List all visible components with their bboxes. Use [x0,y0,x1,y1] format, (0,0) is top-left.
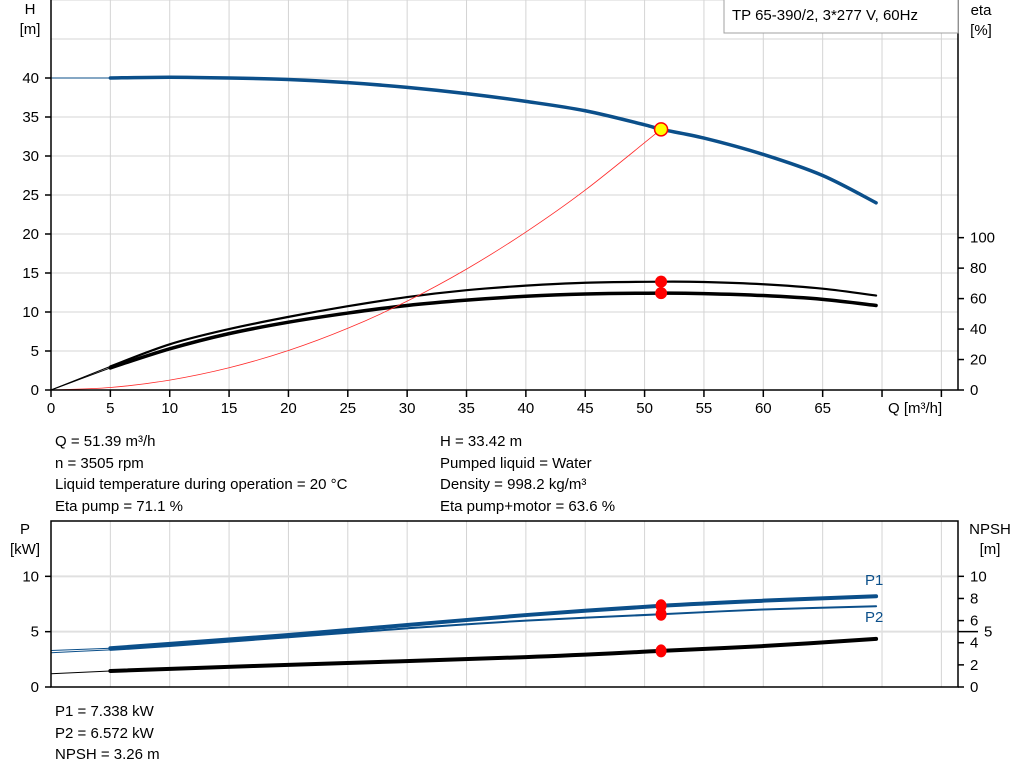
bottom-grid [50,521,958,687]
y2-tick-label-npsh: 2 [970,657,978,674]
npsh-extension [50,670,111,675]
eta-pump-marker [655,275,668,288]
npsh-curve [108,636,879,673]
info-speed: n = 3505 rpm [55,455,144,472]
x-tick-label: 45 [577,400,594,417]
y-tick-label: 0 [31,382,39,399]
x-tick-label: 65 [814,400,831,417]
info-p1: P1 = 7.338 kW [55,703,155,720]
x-tick-label: 55 [696,400,713,417]
info-liquid-temp: Liquid temperature during operation = 20… [55,476,348,493]
x-tick-label: 25 [339,400,356,417]
p1-extension [50,647,111,651]
y2-tick-label: 100 [970,230,995,247]
info-eta-pump-motor: Eta pump+motor = 63.6 % [440,498,615,515]
series-label-p1: P1 [865,572,883,589]
y-axis-unit-h: [m] [20,21,41,38]
x-tick-label: 5 [106,400,114,417]
x-tick-label: 15 [221,400,238,417]
p2-extension [50,649,111,654]
y-tick-label-p: 0 [31,679,39,696]
y2-axis-unit-eta: [%] [970,22,992,39]
y2-tick-label: 60 [970,291,987,308]
y2-tick-label: 40 [970,321,987,338]
info-h: H = 33.42 m [440,433,522,450]
y2-tick-label: 80 [970,260,987,277]
p2-marker [655,607,667,621]
y-tick-label: 20 [22,226,39,243]
y2-tick-label: 0 [970,382,978,399]
axes: 0 5 10 15 20 25 30 35 40 45 50 55 60 6505101520253035… [22,0,995,696]
y-axis-label-h: H [25,1,36,18]
info-density: Density = 998.2 kg/m³ [440,476,586,493]
head-curve [108,75,878,205]
y2-axis-unit-npsh: [m] [980,541,1001,558]
x-tick-label: 50 [636,400,653,417]
y2-tick-label-npsh: 8 [970,590,978,607]
duty-point-marker [653,122,669,137]
x-tick-label: 20 [280,400,297,417]
series-label-p2: P2 [865,609,883,626]
x-axis-label: Q [m³/h] [888,400,942,417]
y2-tick-label-npsh: 0 [970,679,978,696]
x-tick-label: 60 [755,400,772,417]
x-tick-label: 10 [161,400,178,417]
info-npsh: NPSH = 3.26 m [55,746,160,763]
chart-title: TP 65-390/2, 3*277 V, 60Hz [732,7,918,24]
y-tick-label: 15 [22,265,39,282]
info-eta-pump: Eta pump = 71.1 % [55,498,183,515]
eta-pump-motor-marker [655,287,668,300]
x-tick-label: 40 [518,400,535,417]
legend-box [723,0,959,34]
y-tick-label: 10 [22,304,39,321]
bottom-plot-frame [50,520,959,688]
y-tick-label: 30 [22,148,39,165]
y-tick-label: 25 [22,187,39,204]
y-axis-unit-p: [kW] [10,541,40,558]
top-grid [50,0,958,390]
y-axis-label-p: P [20,521,30,538]
info-q: Q = 51.39 m³/h [55,433,155,450]
system-curve [50,129,662,391]
y2-axis-label-npsh: NPSH [969,521,1011,538]
y2-tick-label-npsh: 5 [984,624,992,641]
y-tick-label: 40 [22,70,39,87]
x-tick-label: 35 [458,400,475,417]
y2-tick-label-npsh: 10 [970,568,987,585]
info-pumped-liquid: Pumped liquid = Water [440,455,592,472]
y2-tick-label-npsh: 4 [970,635,978,652]
y2-tick-label: 20 [970,352,987,369]
p2-curve [109,605,878,651]
y2-tick-label-npsh: 6 [970,613,978,630]
y2-axis-label-eta: eta [971,2,993,19]
y-tick-label: 35 [22,109,39,126]
info-p2: P2 = 6.572 kW [55,725,155,742]
npsh-marker [655,644,667,658]
y-tick-label: 5 [31,343,39,360]
x-tick-label: 0 [47,400,55,417]
y-tick-label-p: 5 [31,624,39,641]
curves [50,75,879,675]
eta-pump-curve [109,280,878,368]
y-tick-label-p: 10 [22,568,39,585]
p1-curve [108,594,879,651]
eta-pump-motor-extension [50,367,111,391]
eta-pump-motor-curve [108,291,878,370]
x-tick-label: 30 [399,400,416,417]
